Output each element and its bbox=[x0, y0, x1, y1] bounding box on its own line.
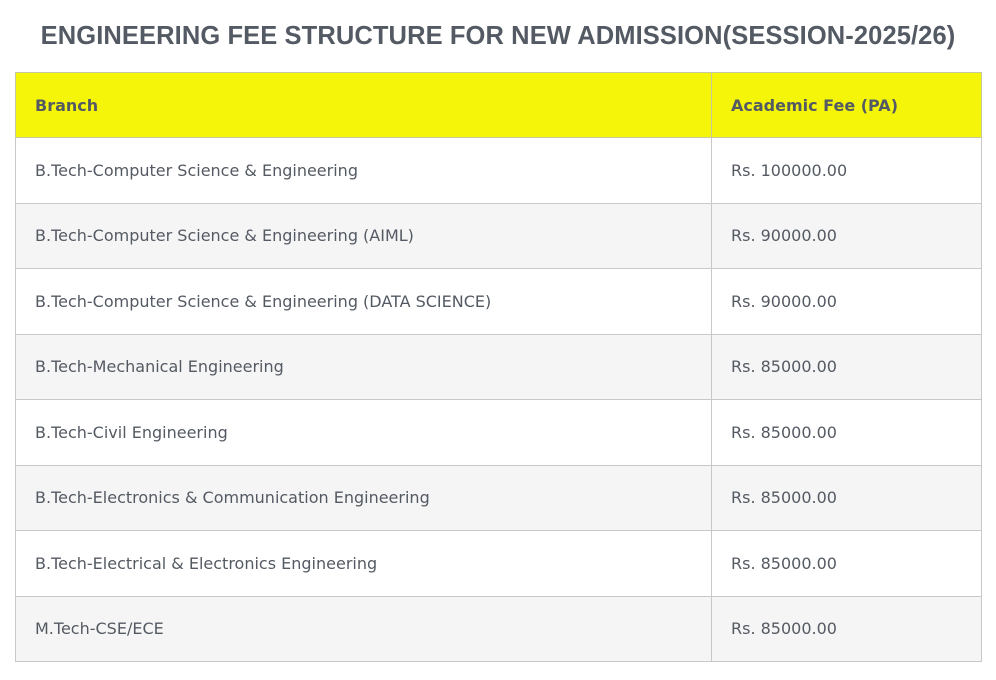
column-header-branch: Branch bbox=[15, 72, 712, 138]
table-row: B.Tech-Computer Science & Engineering (D… bbox=[15, 268, 982, 335]
table-row: B.Tech-Civil Engineering Rs. 85000.00 bbox=[15, 399, 982, 466]
fee-table: Branch Academic Fee (PA) B.Tech-Computer… bbox=[15, 72, 982, 662]
fee-cell: Rs. 85000.00 bbox=[711, 595, 982, 662]
branch-cell: B.Tech-Mechanical Engineering bbox=[15, 333, 712, 400]
fee-cell: Rs. 90000.00 bbox=[711, 268, 982, 335]
fee-cell: Rs. 90000.00 bbox=[711, 202, 982, 269]
branch-cell: M.Tech-CSE/ECE bbox=[15, 595, 712, 662]
table-row: B.Tech-Computer Science & Engineering Rs.… bbox=[15, 137, 982, 204]
branch-cell: B.Tech-Computer Science & Engineering (A… bbox=[15, 202, 712, 269]
table-row: B.Tech-Computer Science & Engineering (A… bbox=[15, 202, 982, 269]
branch-cell: B.Tech-Computer Science & Engineering (D… bbox=[15, 268, 712, 335]
fee-cell: Rs. 100000.00 bbox=[711, 137, 982, 204]
page-title: ENGINEERING FEE STRUCTURE FOR NEW ADMISS… bbox=[40, 22, 956, 50]
branch-cell: B.Tech-Electrical & Electronics Engineer… bbox=[15, 530, 712, 597]
table-row: B.Tech-Electrical & Electronics Engineer… bbox=[15, 530, 982, 597]
table-row: B.Tech-Mechanical Engineering Rs. 85000.0… bbox=[15, 333, 982, 400]
table-row: M.Tech-CSE/ECE Rs. 85000.00 bbox=[15, 595, 982, 662]
fee-cell: Rs. 85000.00 bbox=[711, 464, 982, 531]
fee-cell: Rs. 85000.00 bbox=[711, 333, 982, 400]
column-header-fee: Academic Fee (PA) bbox=[711, 72, 982, 138]
table-header-row: Branch Academic Fee (PA) bbox=[15, 72, 982, 138]
fee-cell: Rs. 85000.00 bbox=[711, 530, 982, 597]
table-row: B.Tech-Electronics & Communication Engin… bbox=[15, 464, 982, 531]
fee-cell: Rs. 85000.00 bbox=[711, 399, 982, 466]
branch-cell: B.Tech-Civil Engineering bbox=[15, 399, 712, 466]
branch-cell: B.Tech-Electronics & Communication Engin… bbox=[15, 464, 712, 531]
branch-cell: B.Tech-Computer Science & Engineering bbox=[15, 137, 712, 204]
